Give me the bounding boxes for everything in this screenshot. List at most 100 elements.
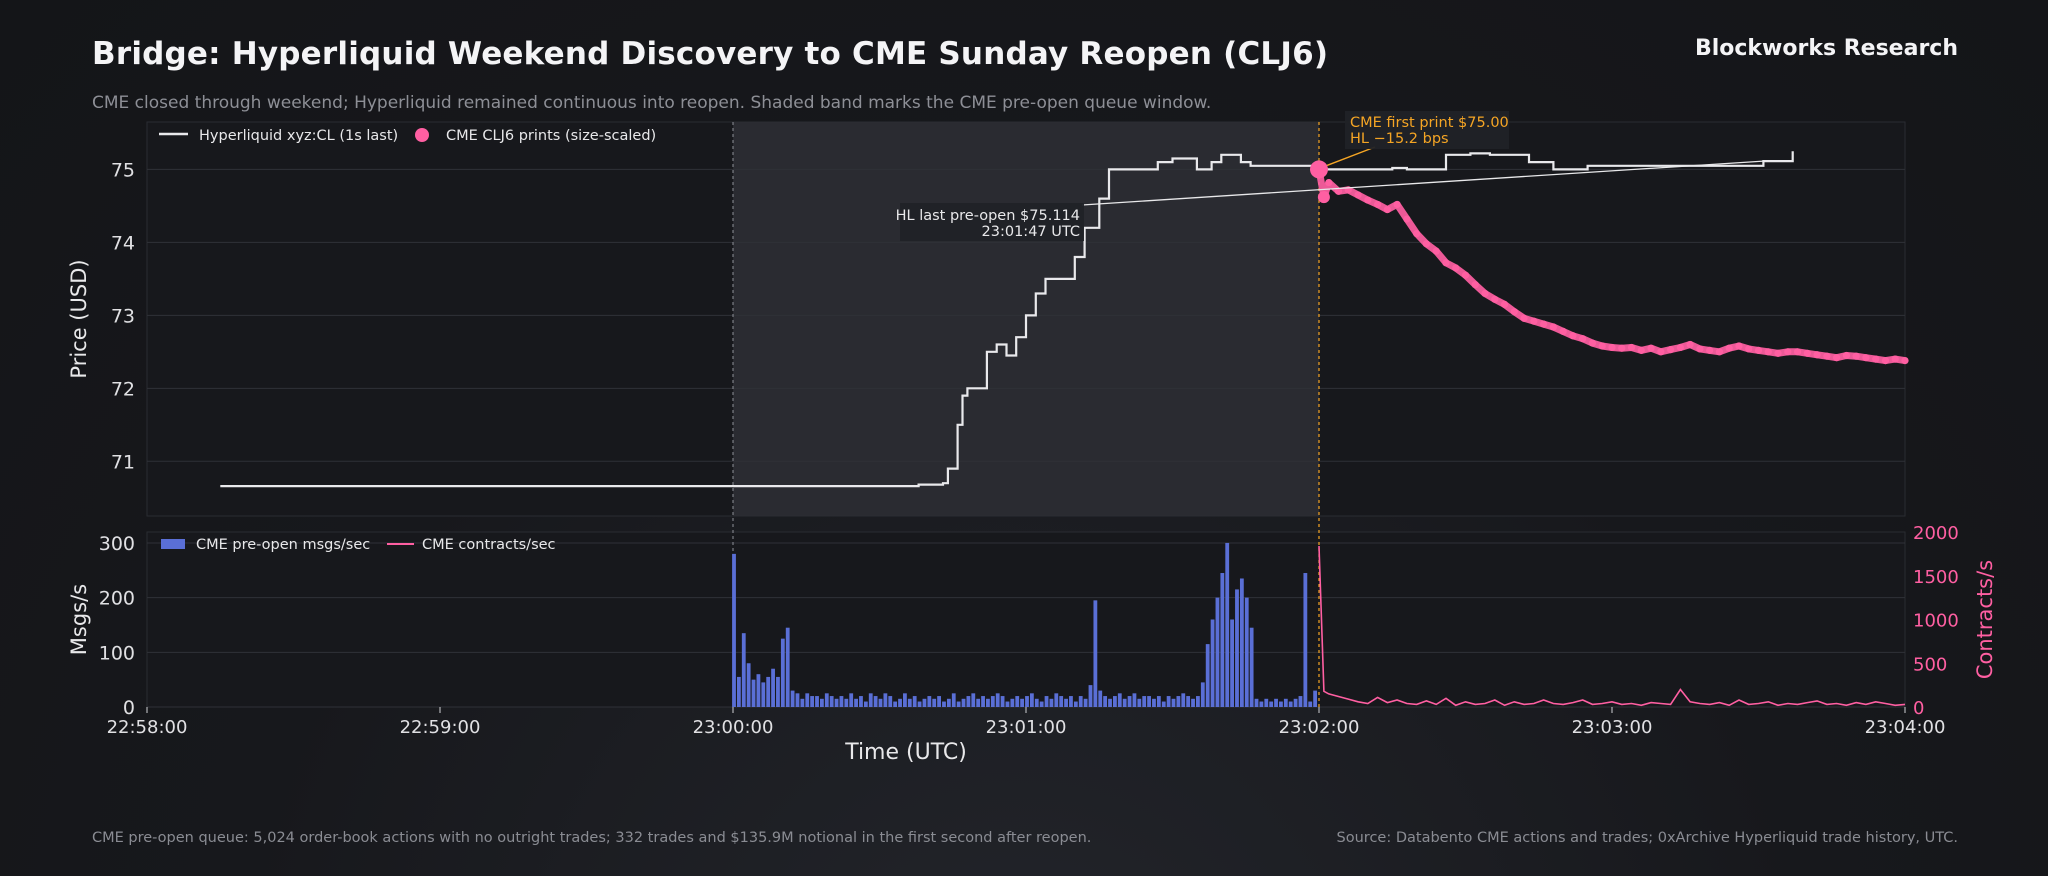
cme-print-point [1317, 191, 1330, 204]
msgs-bar [1020, 698, 1025, 707]
msgs-bar [1161, 701, 1166, 707]
cme-first-bps-annotation: HL −15.2 bps [1350, 131, 1449, 147]
cme-print-point [1569, 332, 1577, 340]
legend-cme-label: CME CLJ6 prints (size-scaled) [446, 128, 656, 144]
msgs-bar [1039, 701, 1044, 707]
msgs-bar [1010, 698, 1015, 707]
cme-print-point [1637, 346, 1645, 354]
msgs-bar [1288, 701, 1293, 707]
cme-print-point [1627, 343, 1636, 352]
msgs-bar [829, 696, 834, 707]
cme-print-point [1657, 348, 1665, 356]
msgs-bar [883, 693, 888, 707]
x-tick-label: 23:03:00 [1572, 717, 1653, 738]
msgs-tick-label: 0 [123, 697, 135, 719]
msgs-bar [1196, 696, 1200, 707]
cme-print-point [1852, 352, 1860, 360]
msgs-bar [785, 627, 790, 707]
msgs-bar [1103, 696, 1108, 707]
cme-first-leader-line [1326, 146, 1376, 167]
msgs-tick-label: 100 [99, 642, 135, 664]
msgs-bar [956, 701, 961, 707]
msgs-bar [863, 701, 868, 707]
legend-hl-label: Hyperliquid xyz:CL (1s last) [199, 128, 398, 144]
cme-print-point [1686, 340, 1694, 349]
cme-print-point [1754, 346, 1763, 354]
msgs-bar [1098, 690, 1103, 707]
msgs-bar [1298, 696, 1303, 707]
cme-print-point [1862, 354, 1870, 362]
cme-print-point [1647, 344, 1655, 352]
msgs-bar [1181, 693, 1186, 707]
cme-print-point [1745, 345, 1753, 353]
cme-print-point [1833, 354, 1841, 362]
msgs-bar [1132, 693, 1137, 707]
cme-print-point [1549, 323, 1557, 331]
msgs-bar [805, 693, 810, 707]
contracts-tick-label: 1500 [1913, 567, 1959, 588]
cme-print-point [1725, 344, 1733, 352]
msgs-bar [1254, 698, 1259, 707]
price-tick-label: 75 [111, 159, 135, 181]
contracts-axis-label: Contracts/s [1973, 560, 1997, 679]
cme-first-label-box [1345, 111, 1509, 149]
msgs-bar [859, 696, 863, 707]
cme-print-point [1364, 196, 1372, 204]
msgs-bar [1235, 589, 1239, 707]
msgs-bar [761, 682, 766, 707]
cme-print-point [1403, 215, 1411, 223]
msgs-bar [1015, 696, 1020, 707]
msgs-bar [932, 698, 937, 707]
cme-print-point [1491, 295, 1499, 303]
msgs-bar [976, 698, 981, 707]
x-tick-label: 23:00:00 [693, 717, 774, 738]
hl-last-label-box [900, 203, 1084, 241]
x-tick-label: 23:04:00 [1865, 717, 1946, 738]
legend-contracts-label: CME contracts/sec [422, 537, 556, 553]
msgs-bar [1034, 698, 1039, 707]
msgs-bar [849, 693, 854, 707]
msgs-bar [1059, 696, 1064, 707]
msgs-bar [1225, 542, 1230, 707]
msgs-bar [780, 638, 785, 707]
contracts-line [1318, 545, 1906, 707]
price-tick-label: 74 [111, 232, 135, 254]
cme-print-point [1715, 348, 1724, 356]
msgs-bar [1176, 696, 1181, 707]
msgs-bar [981, 696, 985, 707]
msgs-bar [873, 696, 878, 707]
msgs-bar [741, 633, 746, 707]
cme-print-point [1784, 348, 1792, 356]
legend-msgs-swatch [161, 539, 185, 549]
cme-print-point [1471, 281, 1479, 289]
cme-print-point [1696, 345, 1704, 353]
msgs-bar [815, 696, 819, 707]
cme-print-point [1774, 349, 1782, 357]
msgs-bar [1249, 627, 1254, 707]
msgs-bar [766, 676, 771, 707]
msgs-bar [1269, 701, 1274, 707]
chart-title: Bridge: Hyperliquid Weekend Discovery to… [92, 36, 1329, 72]
msgs-bar [1274, 698, 1278, 707]
msgs-bar [800, 698, 805, 707]
cme-print-point [1813, 351, 1821, 359]
cme-print-point [1579, 335, 1587, 343]
msgs-bar [990, 696, 995, 707]
msgs-bar [1108, 698, 1112, 707]
msgs-bar [917, 701, 922, 707]
msgs-bar [1122, 698, 1127, 707]
cme-print-point [1618, 344, 1626, 352]
msgs-bar [1283, 698, 1288, 707]
cme-print-point [1442, 259, 1450, 267]
msgs-bar [942, 701, 946, 707]
msgs-bar [1112, 696, 1117, 707]
msgs-bar [1210, 619, 1215, 707]
cme-print-point [1803, 349, 1811, 357]
msgs-bar [790, 690, 795, 707]
msgs-bar [1025, 696, 1029, 707]
brand-label: Blockworks Research [1694, 36, 1958, 61]
msgs-bar [878, 698, 883, 707]
cme-print-point [1393, 200, 1401, 209]
cme-print-point [1559, 327, 1567, 336]
volume-panel-frame [146, 531, 1906, 708]
